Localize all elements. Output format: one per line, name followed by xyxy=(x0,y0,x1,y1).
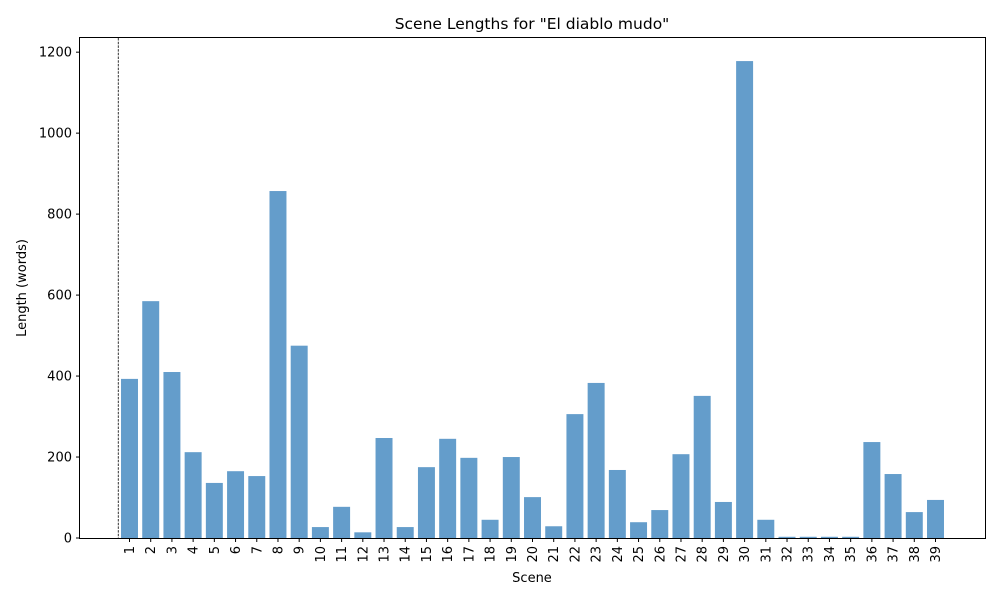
y-tick-label: 1000 xyxy=(39,127,72,142)
x-tick-label: 3 xyxy=(165,546,180,554)
x-tick-label: 10 xyxy=(314,546,329,563)
bar-scene-38 xyxy=(905,512,923,538)
bar-scene-8 xyxy=(269,191,287,539)
x-tick-label: 27 xyxy=(674,546,689,563)
x-tick-label: 32 xyxy=(781,546,796,563)
bar-scene-9 xyxy=(290,345,308,538)
bar-scene-10 xyxy=(311,527,329,538)
bar-scene-1 xyxy=(121,378,138,538)
x-tick-label: 21 xyxy=(547,546,562,563)
bar-scene-16 xyxy=(439,438,457,538)
x-tick-label: 15 xyxy=(420,546,435,563)
x-tick-label: 7 xyxy=(250,546,265,554)
x-tick-label: 35 xyxy=(844,546,859,563)
bar-scene-24 xyxy=(608,469,626,538)
x-tick-label: 9 xyxy=(293,546,308,554)
x-tick-label: 13 xyxy=(378,546,393,563)
bar-scene-2 xyxy=(142,301,160,538)
bar-scene-32 xyxy=(778,536,796,538)
bar-scene-14 xyxy=(396,527,414,538)
x-tick-label: 16 xyxy=(441,546,456,563)
x-tick-label: 18 xyxy=(484,546,499,563)
x-tick-label: 25 xyxy=(632,546,647,563)
y-axis: 0 200 400 600 800 1000 1200 xyxy=(39,46,80,547)
bar-scene-22 xyxy=(566,414,584,538)
y-tick-label: 0 xyxy=(64,532,72,547)
x-tick-label: 39 xyxy=(929,546,944,563)
x-tick-label: 38 xyxy=(908,546,923,563)
bar-scene-25 xyxy=(630,522,648,538)
x-tick-label: 31 xyxy=(759,546,774,563)
x-tick-label: 36 xyxy=(865,546,880,563)
bar-scene-7 xyxy=(248,476,266,538)
x-axis-label: Scene xyxy=(512,571,552,586)
x-tick-label: 19 xyxy=(505,546,520,563)
bar-scene-35 xyxy=(842,536,860,538)
x-tick-label: 30 xyxy=(738,546,753,563)
bar-scene-39 xyxy=(927,499,944,538)
bar-scene-26 xyxy=(651,510,669,538)
x-tick-label: 29 xyxy=(717,546,732,563)
x-tick-label: 11 xyxy=(335,546,350,563)
y-tick-label: 400 xyxy=(47,370,72,385)
x-tick-label: 28 xyxy=(696,546,711,563)
x-tick-label: 37 xyxy=(887,546,902,563)
x-tick-label: 6 xyxy=(229,546,244,554)
x-tick-label: 34 xyxy=(823,546,838,563)
bar-scene-20 xyxy=(524,497,541,538)
bar-scene-13 xyxy=(375,438,393,538)
bar-scene-37 xyxy=(884,474,902,538)
x-tick-label: 22 xyxy=(568,546,583,563)
bar-scene-15 xyxy=(417,467,435,538)
bar-scene-33 xyxy=(799,536,817,538)
bar-scene-34 xyxy=(820,536,838,538)
bar-scene-29 xyxy=(714,501,732,538)
x-tick-label: 33 xyxy=(802,546,817,563)
x-tick-label: 4 xyxy=(187,546,202,554)
y-tick-label: 600 xyxy=(47,289,72,304)
y-axis-label: Length (words) xyxy=(15,239,30,337)
chart-title: Scene Lengths for "El diablo mudo" xyxy=(395,15,670,33)
y-tick-label: 800 xyxy=(47,208,72,223)
x-tick-label: 26 xyxy=(653,546,668,563)
x-tick-label: 2 xyxy=(144,546,159,554)
bar-scene-4 xyxy=(184,452,202,538)
bar-scene-18 xyxy=(481,519,499,538)
y-tick-label: 200 xyxy=(47,451,72,466)
x-tick-label: 5 xyxy=(208,546,223,554)
plot-frame xyxy=(79,37,986,539)
bar-scene-27 xyxy=(672,454,690,538)
bar-scene-19 xyxy=(502,457,520,538)
x-tick-label: 17 xyxy=(462,546,477,563)
x-tick-label: 14 xyxy=(399,546,414,563)
bar-scene-17 xyxy=(460,457,478,538)
bar-scene-12 xyxy=(354,532,372,538)
x-tick-label: 23 xyxy=(590,546,605,563)
bar-scene-36 xyxy=(863,442,881,538)
x-tick-label: 24 xyxy=(611,546,626,563)
x-tick-label: 20 xyxy=(526,546,541,563)
bar-scene-6 xyxy=(227,471,245,538)
x-tick-label: 1 xyxy=(123,546,138,554)
bar-scene-31 xyxy=(757,519,775,538)
bar-scene-21 xyxy=(545,526,563,538)
y-tick-label: 1200 xyxy=(39,46,72,61)
x-tick-label: 12 xyxy=(356,546,371,563)
bar-scene-11 xyxy=(333,506,351,538)
bar-scene-28 xyxy=(693,395,711,538)
bar-scene-23 xyxy=(587,382,605,538)
bar-scene-30 xyxy=(736,61,754,538)
x-axis: 1 2 3 4 5 6 7 8 9 10 11 12 13 14 15 16 17 18 19 20 21 22 23 24 2… xyxy=(123,538,944,563)
bar-scene-5 xyxy=(205,482,223,538)
plot-area xyxy=(117,38,944,539)
bar-scene-3 xyxy=(163,372,181,538)
x-tick-label: 8 xyxy=(271,546,286,554)
